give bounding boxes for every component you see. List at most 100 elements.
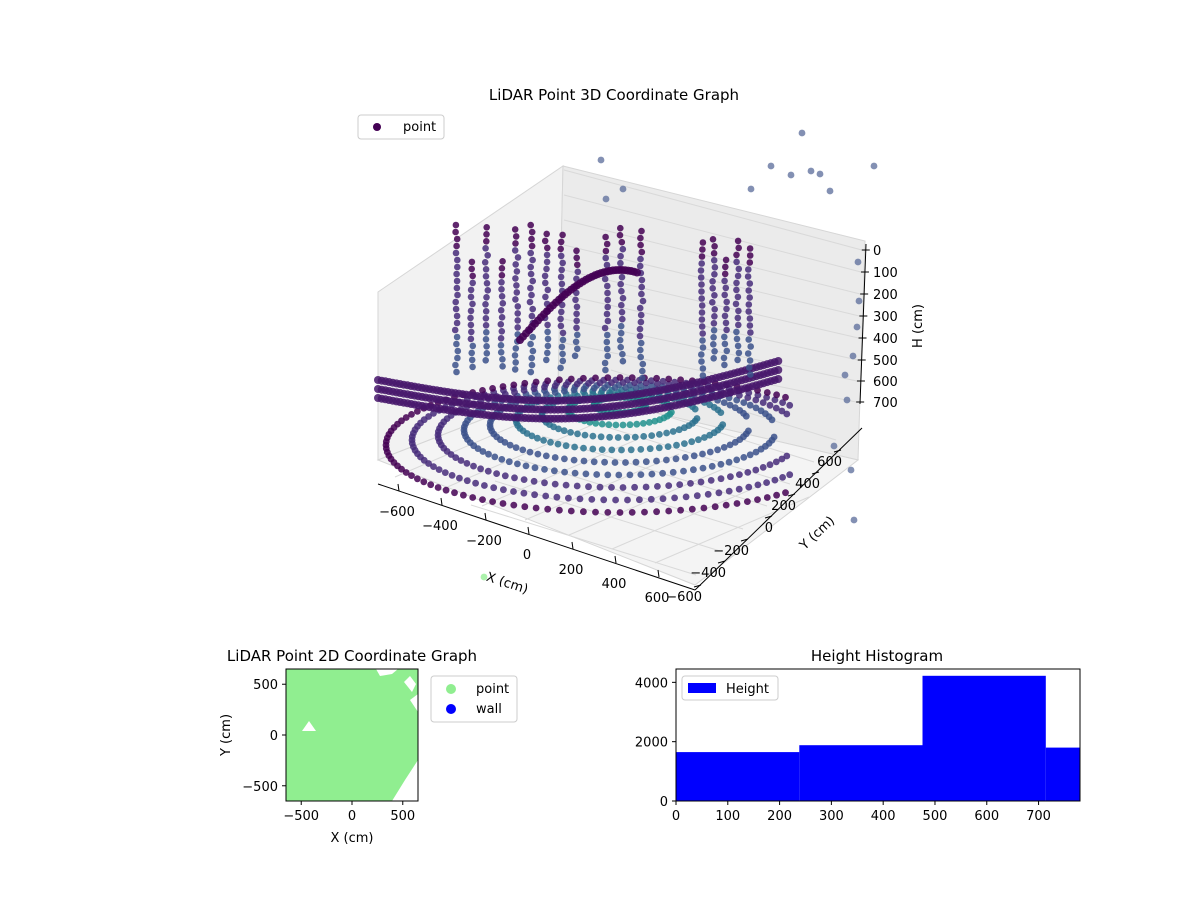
point-3d (442, 486, 450, 494)
point-3d (740, 454, 748, 461)
point-3d (735, 307, 742, 315)
point-3d (402, 414, 410, 421)
point-3d (483, 343, 490, 350)
point-3d (588, 496, 596, 503)
point-3d (565, 494, 572, 502)
point-3d (639, 374, 646, 382)
y-axis-line (694, 427, 863, 591)
y-tick-label-histogram: 0 (660, 795, 668, 810)
point-3d (408, 411, 415, 418)
point-3d (734, 342, 742, 350)
z-tick-label-3d: 600 (873, 375, 898, 390)
point-3d (638, 248, 646, 256)
point-3d (710, 327, 718, 334)
point-3d (573, 303, 581, 311)
legend-3d-label: point (403, 120, 436, 135)
point-3d (691, 405, 699, 413)
point-3d (603, 310, 611, 318)
point-3d (786, 471, 794, 479)
point-3d (637, 311, 645, 319)
point-3d (592, 508, 599, 516)
point-3d (711, 292, 718, 299)
point-3d (561, 455, 568, 463)
point-3d (467, 335, 475, 343)
point-3d (637, 446, 645, 453)
point-3d (460, 491, 467, 499)
point-3d (452, 298, 460, 306)
point-3d (766, 461, 774, 469)
point-3d (688, 505, 696, 513)
point-3d (484, 287, 492, 294)
point-3d (637, 234, 644, 242)
point-3d (778, 455, 786, 463)
point-3d (774, 375, 783, 383)
point-3d (544, 321, 551, 329)
z-tick-label-3d: 700 (873, 396, 898, 411)
point-3d (589, 445, 597, 453)
point-3d (647, 495, 655, 503)
point-3d (596, 483, 604, 491)
x-tick-label-histogram: 200 (767, 809, 792, 824)
point-3d (472, 479, 479, 487)
point-3d (420, 478, 428, 486)
point-3d (544, 286, 552, 294)
point-3d (527, 249, 534, 257)
point-3d (604, 471, 612, 479)
point-3d (699, 337, 706, 344)
point-3d (469, 494, 477, 501)
point-3d (754, 481, 762, 489)
point-3d (531, 491, 538, 499)
point-3d (434, 484, 442, 491)
point-3d (603, 240, 611, 248)
point-3d (453, 340, 460, 348)
point-3d (717, 409, 725, 416)
point-3d (723, 347, 731, 355)
point-3d (608, 446, 616, 454)
x-tick-3d (484, 512, 487, 521)
point-3d (498, 286, 505, 293)
point-3d (711, 306, 718, 313)
point-3d (544, 349, 551, 357)
point-3d (618, 287, 625, 295)
point-3d (735, 321, 742, 329)
y-tick-label-2d: 500 (253, 678, 278, 693)
point-3d (529, 305, 536, 313)
point-3d (482, 301, 489, 308)
point-3d (638, 276, 646, 284)
point-3d (681, 454, 689, 461)
point-3d (454, 263, 461, 271)
point-3d (481, 482, 488, 489)
histogram-title: Height Histogram (811, 647, 943, 665)
point-3d (759, 399, 767, 406)
point-3d (513, 282, 520, 289)
point-3d (690, 466, 697, 474)
point-3d (499, 363, 506, 370)
point-3d (711, 271, 718, 278)
point-3d (559, 329, 567, 337)
point-3d (541, 479, 548, 487)
point-3d (648, 470, 656, 478)
point-3d (698, 323, 706, 330)
point-3d (557, 364, 564, 372)
point-3d (453, 312, 461, 320)
point-3d (512, 240, 519, 247)
point-3d (733, 500, 741, 507)
chart-2d-title: LiDAR Point 2D Coordinate Graph (227, 647, 477, 665)
point-3d (573, 247, 580, 255)
point-3d (710, 334, 717, 341)
point-3d (528, 242, 536, 250)
point-3d (482, 245, 489, 252)
point-3d (711, 313, 718, 320)
y-tick-label-3d: −200 (713, 544, 749, 559)
chart-3d: LiDAR Point 3D Coordinate Graph −600 −400… (357, 86, 926, 606)
point-3d (636, 332, 644, 340)
point-3d (605, 421, 613, 429)
point-3d (483, 294, 490, 301)
hole-2d-b (410, 694, 418, 712)
point-3d (698, 309, 706, 316)
point-3d (709, 299, 716, 306)
point-3d (543, 356, 550, 364)
point-3d (530, 477, 538, 485)
point-3d (615, 471, 623, 479)
point-3d (468, 258, 476, 266)
